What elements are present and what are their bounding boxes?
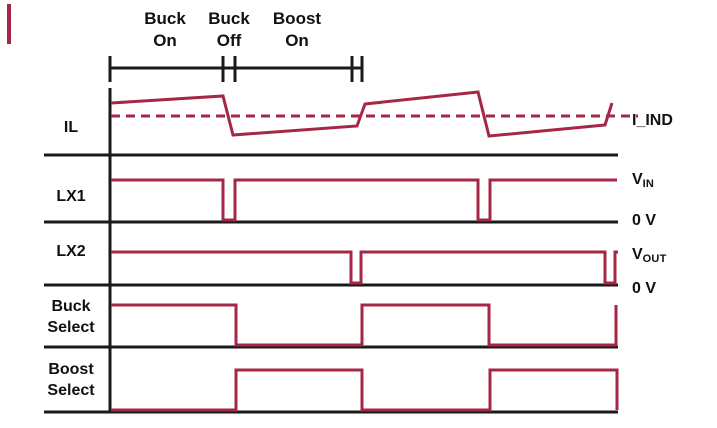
row-label-boost-select: Boost Select bbox=[38, 359, 104, 401]
lx2-waveform bbox=[111, 250, 618, 285]
label-vin: VIN bbox=[632, 169, 654, 195]
label-text: I_IND bbox=[632, 112, 673, 129]
label-text: 0 V bbox=[632, 212, 657, 229]
lx1-waveform bbox=[111, 178, 617, 222]
phase-label-line1: Boost bbox=[272, 9, 322, 28]
label-text: V bbox=[632, 171, 643, 188]
label-lx1-0v: 0 V bbox=[632, 210, 656, 231]
left-edge-mark bbox=[7, 4, 11, 44]
phase-label-buck-off: Buck Off bbox=[197, 8, 261, 52]
row-label-text: Select bbox=[47, 382, 95, 399]
row-label-text: IL bbox=[63, 119, 79, 136]
phase-label-line2: Off bbox=[216, 31, 242, 50]
il-current-waveform bbox=[110, 90, 614, 138]
phase-label-line2: On bbox=[285, 31, 309, 50]
row-label-il: IL bbox=[38, 117, 104, 138]
row-label-text: Buck bbox=[51, 298, 91, 315]
label-subscript: IN bbox=[642, 178, 655, 190]
label-subscript: OUT bbox=[642, 253, 667, 265]
row-label-lx2: LX2 bbox=[38, 241, 104, 262]
row-label-buck-select: Buck Select bbox=[38, 296, 104, 338]
label-text: V bbox=[632, 246, 643, 263]
buck-select-waveform bbox=[111, 303, 618, 347]
label-vout: VOUT bbox=[632, 244, 667, 270]
row-label-text: Boost bbox=[48, 361, 94, 378]
row-label-lx1: LX1 bbox=[38, 186, 104, 207]
phase-label-boost-on: Boost On bbox=[265, 8, 329, 52]
phase-label-line1: Buck bbox=[208, 9, 250, 28]
row-label-text: LX2 bbox=[56, 243, 86, 260]
label-lx2-0v: 0 V bbox=[632, 278, 656, 299]
boost-select-waveform bbox=[111, 368, 619, 412]
phase-label-buck-on: Buck On bbox=[133, 8, 197, 52]
label-text: 0 V bbox=[632, 280, 657, 297]
row-label-text: Select bbox=[47, 319, 95, 336]
phase-label-line1: Buck bbox=[144, 9, 186, 28]
label-i-ind: I_IND bbox=[632, 110, 673, 131]
row-label-text: LX1 bbox=[56, 188, 86, 205]
phase-label-line2: On bbox=[153, 31, 177, 50]
